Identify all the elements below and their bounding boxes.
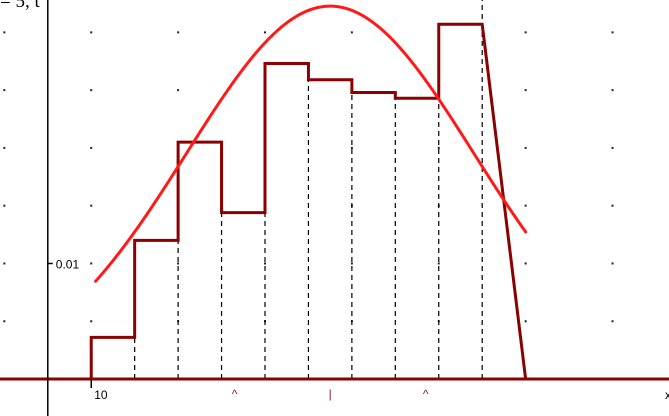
- grid-dot-7-3: [611, 146, 614, 149]
- grid-dot-0-3: [3, 146, 6, 149]
- histogram-bar-3: [222, 213, 265, 379]
- x-axis-end-label: x: [665, 388, 669, 402]
- grid-dot-6-1: [524, 262, 527, 265]
- bin-dividers: [134, 0, 483, 380]
- grid-dot-7-0: [611, 320, 614, 323]
- grid-dot-0-0: [3, 320, 6, 323]
- grid-dot-1-0: [90, 320, 93, 323]
- grid-dot-0-2: [3, 204, 6, 207]
- x-tick-label: 10: [94, 388, 108, 402]
- axis-marker-2: ^: [423, 387, 429, 401]
- grid-dot-6-3: [524, 146, 527, 149]
- grid-dot-6-4: [524, 89, 527, 92]
- histogram-steps: [89, 22, 528, 380]
- grid-dot-1-4: [90, 89, 93, 92]
- grid-dot-5-1: [437, 262, 440, 265]
- grid-dot-7-2: [611, 204, 614, 207]
- grid-dot-3-1: [263, 262, 266, 265]
- grid-dot-6-2: [524, 204, 527, 207]
- grid-dot-4-1: [350, 262, 353, 265]
- histogram-bar-1: [135, 240, 178, 379]
- grid-dot-7-4: [611, 89, 614, 92]
- grid-dot-2-5: [177, 31, 180, 34]
- histogram-bar-4: [265, 64, 308, 379]
- histogram-bar-6: [352, 92, 395, 379]
- grid-dot-2-4: [177, 89, 180, 92]
- axis-marker-1: |: [329, 387, 332, 401]
- grid-dot-1-1: [90, 262, 93, 265]
- histogram-bar-5: [308, 80, 351, 379]
- histogram-bar-2: [178, 142, 221, 379]
- axis-marker-0: ^: [232, 387, 238, 401]
- grid-dot-3-5: [263, 31, 266, 34]
- y-tick-label: 0.01: [56, 257, 80, 271]
- density-curve-line: [94, 4, 528, 283]
- grid-dot-1-3: [90, 146, 93, 149]
- formula-fragment: = 5, t: [0, 0, 40, 12]
- grid-dot-5-3: [437, 146, 440, 149]
- histogram-bar-0: [91, 337, 134, 379]
- grid-dot-0-1: [3, 262, 6, 265]
- grid-dot-2-1: [177, 262, 180, 265]
- grid-dot-6-5: [524, 31, 527, 34]
- grid-dot-1-2: [90, 204, 93, 207]
- grid-dot-4-5: [350, 31, 353, 34]
- histogram-bar-7: [395, 98, 438, 379]
- grid-dot-4-3: [350, 146, 353, 149]
- density-curve: [94, 4, 528, 283]
- grid-dot-6-0: [524, 320, 527, 323]
- grid-dot-1-5: [90, 31, 93, 34]
- grid-dot-7-5: [611, 31, 614, 34]
- grid-dot-0-5: [3, 31, 6, 34]
- axis-labels: 10 0.01 x ^ | ^: [56, 257, 669, 402]
- grid-dot-7-1: [611, 262, 614, 265]
- grid-dot-0-4: [3, 89, 6, 92]
- histogram-outline: [89, 22, 528, 380]
- histogram-bar-8: [439, 24, 482, 379]
